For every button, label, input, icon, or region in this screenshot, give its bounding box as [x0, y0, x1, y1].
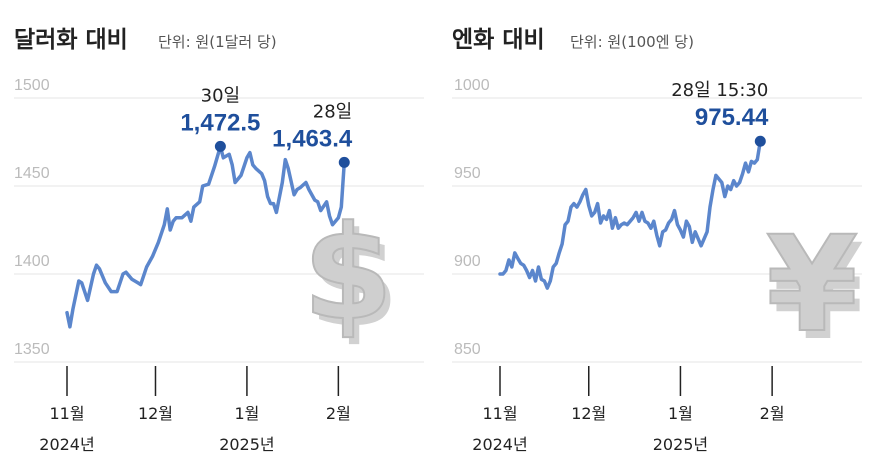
- annotation-value-label: 1,472.5: [180, 109, 260, 136]
- yen-symbol-shadow: ¥: [772, 216, 864, 370]
- dollar-series-line: [65, 144, 347, 329]
- x-tick-label: 11월: [482, 404, 517, 423]
- annotation-value-label: 975.44: [695, 104, 769, 131]
- x-tick-year-label: 2024년: [472, 435, 527, 454]
- yen-chart: 엔화 대비 단위: 원(100엔 당) 1000 950 900 850 ¥ ¥…: [452, 27, 864, 454]
- yen-y-ticks: 1000 950 900 850: [454, 77, 490, 358]
- x-tick-label: 1월: [668, 404, 693, 423]
- dollar-y-ticks: 1500 1450 1400 1350: [14, 77, 50, 358]
- x-tick-label: 12월: [571, 404, 606, 423]
- x-tick-label: 2월: [760, 404, 785, 423]
- x-tick-label: 12월: [138, 404, 173, 423]
- x-tick-year-label: 2025년: [219, 435, 274, 454]
- dollar-chart-title: 달러화 대비: [14, 27, 128, 53]
- x-tick-label: 2월: [326, 404, 351, 423]
- yen-grid: [452, 97, 862, 363]
- yen-series-line: [498, 139, 763, 290]
- annotation-date-label: 30일: [201, 85, 240, 106]
- annotation-value-label: 1,463.4: [272, 125, 353, 152]
- highlight-point: [338, 156, 350, 168]
- x-tick-year-label: 2025년: [653, 435, 708, 454]
- y-tick-label: 1400: [14, 253, 50, 270]
- yen-chart-title: 엔화 대비: [452, 27, 545, 53]
- dollar-symbol-icon: $: [303, 197, 393, 349]
- y-tick-label: 850: [454, 341, 481, 358]
- x-tick-year-label: 2024년: [39, 435, 94, 454]
- dollar-annotations: 30일 1,472.5 28일 1,463.4: [180, 85, 353, 168]
- y-tick-label: 1450: [14, 165, 50, 182]
- yen-symbol-icon: ¥: [766, 208, 858, 362]
- highlight-point: [214, 140, 226, 152]
- x-tick-label: 1월: [234, 404, 259, 423]
- y-tick-label: 950: [454, 165, 481, 182]
- dollar-grid: [14, 97, 424, 363]
- dollar-symbol-shadow: $: [309, 204, 399, 356]
- yen-annotations: 28일 15:30 975.44: [671, 80, 769, 147]
- x-tick-label: 11월: [49, 404, 84, 423]
- y-tick-label: 1500: [14, 77, 50, 94]
- annotation-date-label: 28일: [313, 101, 352, 122]
- y-tick-label: 1000: [454, 77, 490, 94]
- annotation-date-label: 28일 15:30: [671, 80, 768, 101]
- yen-chart-unit: 단위: 원(100엔 당): [570, 33, 694, 51]
- y-tick-label: 900: [454, 253, 481, 270]
- dollar-chart-unit: 단위: 원(1달러 당): [158, 33, 277, 51]
- y-tick-label: 1350: [14, 341, 50, 358]
- dollar-chart: 달러화 대비 단위: 원(1달러 당) 1500 1450 1400 1350 …: [14, 27, 424, 454]
- dollar-x-axis: 11월 2024년 12월 1월 2025년 2월: [39, 366, 351, 454]
- yen-x-axis: 11월 2024년 12월 1월 2025년 2월: [472, 366, 785, 454]
- highlight-point: [754, 135, 766, 147]
